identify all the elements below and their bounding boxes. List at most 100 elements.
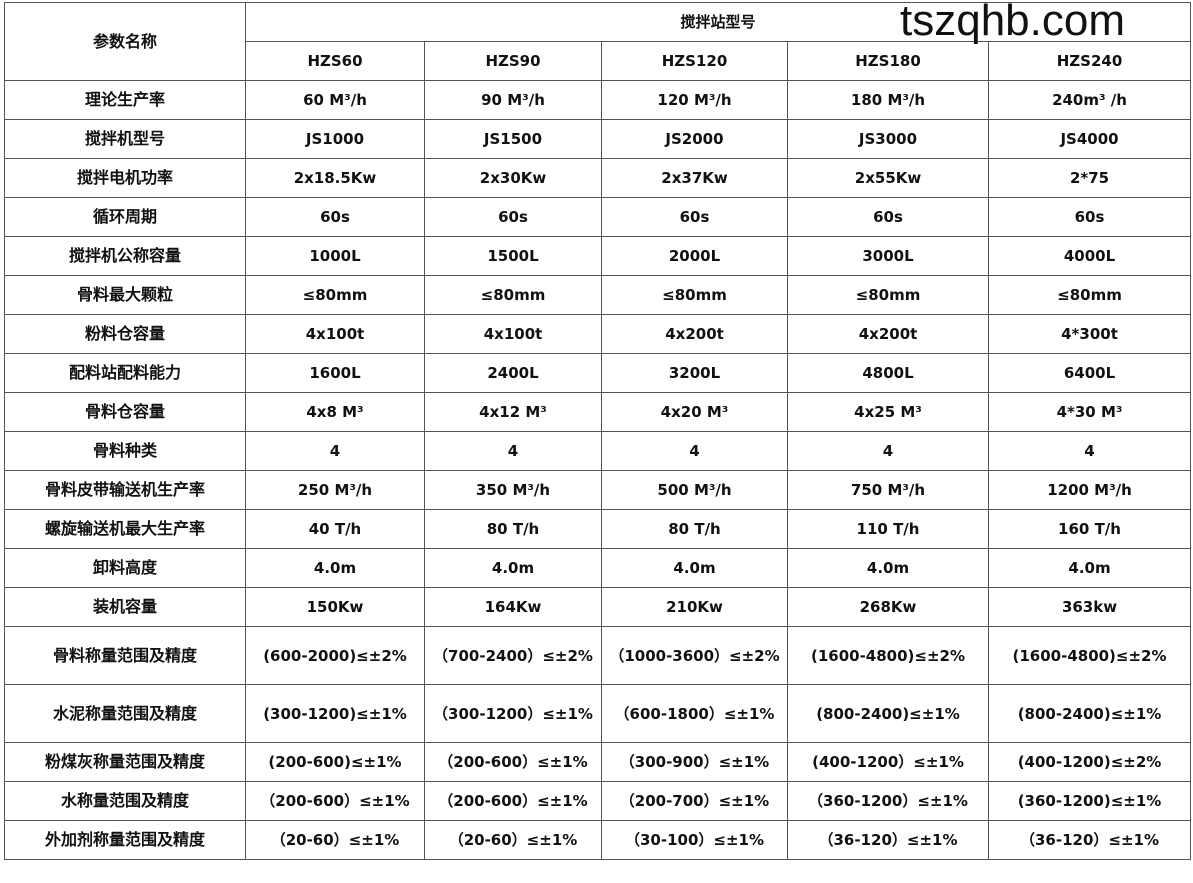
- param-value: 210Kw: [601, 587, 788, 627]
- param-value: JS3000: [787, 119, 989, 159]
- param-value: 2*75: [987, 158, 1192, 198]
- param-value: (800-2400)≤±1%: [987, 684, 1192, 743]
- model-header-row: HZS60 HZS90 HZS120 HZS180 HZS240: [5, 41, 1192, 81]
- param-value: （200-600）≤±1%: [245, 781, 425, 821]
- param-value: (800-2400)≤±1%: [787, 684, 989, 743]
- table-row: 搅拌电机功率 2x18.5Kw 2x30Kw 2x37Kw 2x55Kw 2*75: [4, 158, 1192, 198]
- param-value: （300-900）≤±1%: [601, 742, 788, 782]
- param-value: （20-60）≤±1%: [424, 820, 602, 860]
- param-value: （700-2400）≤±2%: [424, 626, 602, 685]
- param-value: 4x25 M³: [787, 392, 989, 432]
- param-value: 4x200t: [787, 314, 989, 354]
- spec-table-body: 理论生产率 60 M³/h 90 M³/h 120 M³/h 180 M³/h 240m³…: [4, 80, 1192, 860]
- param-value: 4.0m: [601, 548, 788, 588]
- param-value: （200-600）≤±1%: [424, 742, 602, 782]
- param-value: 60s: [987, 197, 1192, 237]
- param-value: ≤80mm: [601, 275, 788, 315]
- param-value: (1600-4800)≤±2%: [987, 626, 1192, 685]
- param-name: 搅拌电机功率: [4, 158, 246, 198]
- param-value: (400-1200)≤±2%: [987, 742, 1192, 782]
- param-value: 90 M³/h: [424, 80, 602, 120]
- param-name: 搅拌机公称容量: [4, 236, 246, 276]
- table-row: 水泥称量范围及精度 (300-1200)≤±1% （300-1200）≤±1% （60…: [4, 684, 1192, 743]
- param-value: 60 M³/h: [245, 80, 425, 120]
- table-row: 搅拌机公称容量 1000L 1500L 2000L 3000L 4000L: [4, 236, 1192, 276]
- param-value: 1200 M³/h: [987, 470, 1192, 510]
- param-value: 4: [601, 431, 788, 471]
- param-value: ≤80mm: [987, 275, 1192, 315]
- param-value: 4.0m: [245, 548, 425, 588]
- param-name: 装机容量: [4, 587, 246, 627]
- table-row: 外加剂称量范围及精度 （20-60）≤±1% （20-60）≤±1% （30-100）…: [4, 820, 1192, 860]
- param-value: 110 T/h: [787, 509, 989, 549]
- param-name: 骨料称量范围及精度: [4, 626, 246, 685]
- param-name: 搅拌机型号: [4, 119, 246, 159]
- param-value: 4.0m: [424, 548, 602, 588]
- param-name: 配料站配料能力: [4, 353, 246, 393]
- table-row: 螺旋输送机最大生产率 40 T/h 80 T/h 80 T/h 110 T/h 160 T…: [4, 509, 1192, 549]
- param-value: JS4000: [987, 119, 1192, 159]
- table-row: 理论生产率 60 M³/h 90 M³/h 120 M³/h 180 M³/h 240m³…: [4, 80, 1192, 120]
- param-value: 40 T/h: [245, 509, 425, 549]
- param-value: 4: [787, 431, 989, 471]
- param-value: 4*30 M³: [987, 392, 1192, 432]
- table-row: 粉煤灰称量范围及精度 (200-600)≤±1% （200-600）≤±1% （300…: [4, 742, 1192, 782]
- param-value: JS1000: [245, 119, 425, 159]
- param-value: 4x200t: [601, 314, 788, 354]
- param-value: 1600L: [245, 353, 425, 393]
- table-row: 水称量范围及精度 （200-600）≤±1% （200-600）≤±1% （200-7…: [4, 781, 1192, 821]
- model-group-header: 搅拌站型号: [244, 2, 1192, 42]
- param-value: （36-120）≤±1%: [787, 820, 989, 860]
- param-value: 6400L: [987, 353, 1192, 393]
- param-value: 1000L: [245, 236, 425, 276]
- param-value: ≤80mm: [787, 275, 989, 315]
- param-value: 4x20 M³: [601, 392, 788, 432]
- param-value: 750 M³/h: [787, 470, 989, 510]
- param-name: 循环周期: [4, 197, 246, 237]
- param-value: ≤80mm: [245, 275, 425, 315]
- param-name: 骨料皮带输送机生产率: [4, 470, 246, 510]
- param-value: 2x18.5Kw: [245, 158, 425, 198]
- param-name: 外加剂称量范围及精度: [4, 820, 246, 860]
- param-value: 4: [424, 431, 602, 471]
- param-value: 4x12 M³: [424, 392, 602, 432]
- param-value: (1600-4800)≤±2%: [787, 626, 989, 685]
- param-name: 卸料高度: [4, 548, 246, 588]
- param-value: （600-1800）≤±1%: [601, 684, 788, 743]
- param-value: 4x100t: [424, 314, 602, 354]
- param-value: 4000L: [987, 236, 1192, 276]
- table-row: 骨料最大颗粒 ≤80mm ≤80mm ≤80mm ≤80mm ≤80mm: [4, 275, 1192, 315]
- param-value: 150Kw: [245, 587, 425, 627]
- param-value: （360-1200）≤±1%: [787, 781, 989, 821]
- param-value: 1500L: [424, 236, 602, 276]
- model-header: HZS90: [424, 41, 602, 81]
- param-value: 4800L: [787, 353, 989, 393]
- param-value: （200-700）≤±1%: [601, 781, 788, 821]
- param-name: 粉煤灰称量范围及精度: [4, 742, 246, 782]
- param-name: 骨料种类: [4, 431, 246, 471]
- table-row: 骨料称量范围及精度 (600-2000)≤±2% （700-2400）≤±2% （10…: [4, 626, 1192, 685]
- param-value: 60s: [601, 197, 788, 237]
- param-value: JS1500: [424, 119, 602, 159]
- param-value: （200-600）≤±1%: [424, 781, 602, 821]
- param-value: 60s: [424, 197, 602, 237]
- param-value: (360-1200)≤±1%: [987, 781, 1192, 821]
- table-row: 骨料皮带输送机生产率 250 M³/h 350 M³/h 500 M³/h 750 M³…: [4, 470, 1192, 510]
- param-name: 螺旋输送机最大生产率: [4, 509, 246, 549]
- table-row: 搅拌机型号 JS1000 JS1500 JS2000 JS3000 JS4000: [4, 119, 1192, 159]
- param-value: 268Kw: [787, 587, 989, 627]
- param-value: 2x30Kw: [424, 158, 602, 198]
- table-row: 骨料种类 4 4 4 4 4: [4, 431, 1192, 471]
- param-value: （30-100）≤±1%: [601, 820, 788, 860]
- param-value: 3200L: [601, 353, 788, 393]
- param-value: 2000L: [601, 236, 788, 276]
- param-value: （36-120）≤±1%: [987, 820, 1192, 860]
- param-value: 2x55Kw: [787, 158, 989, 198]
- param-value: 180 M³/h: [787, 80, 989, 120]
- model-header: HZS60: [245, 41, 425, 81]
- param-value: 80 T/h: [601, 509, 788, 549]
- param-value: 363kw: [987, 587, 1192, 627]
- param-name-header: 参数名称: [4, 2, 246, 81]
- param-value: 4.0m: [987, 548, 1192, 588]
- param-value: 250 M³/h: [245, 470, 425, 510]
